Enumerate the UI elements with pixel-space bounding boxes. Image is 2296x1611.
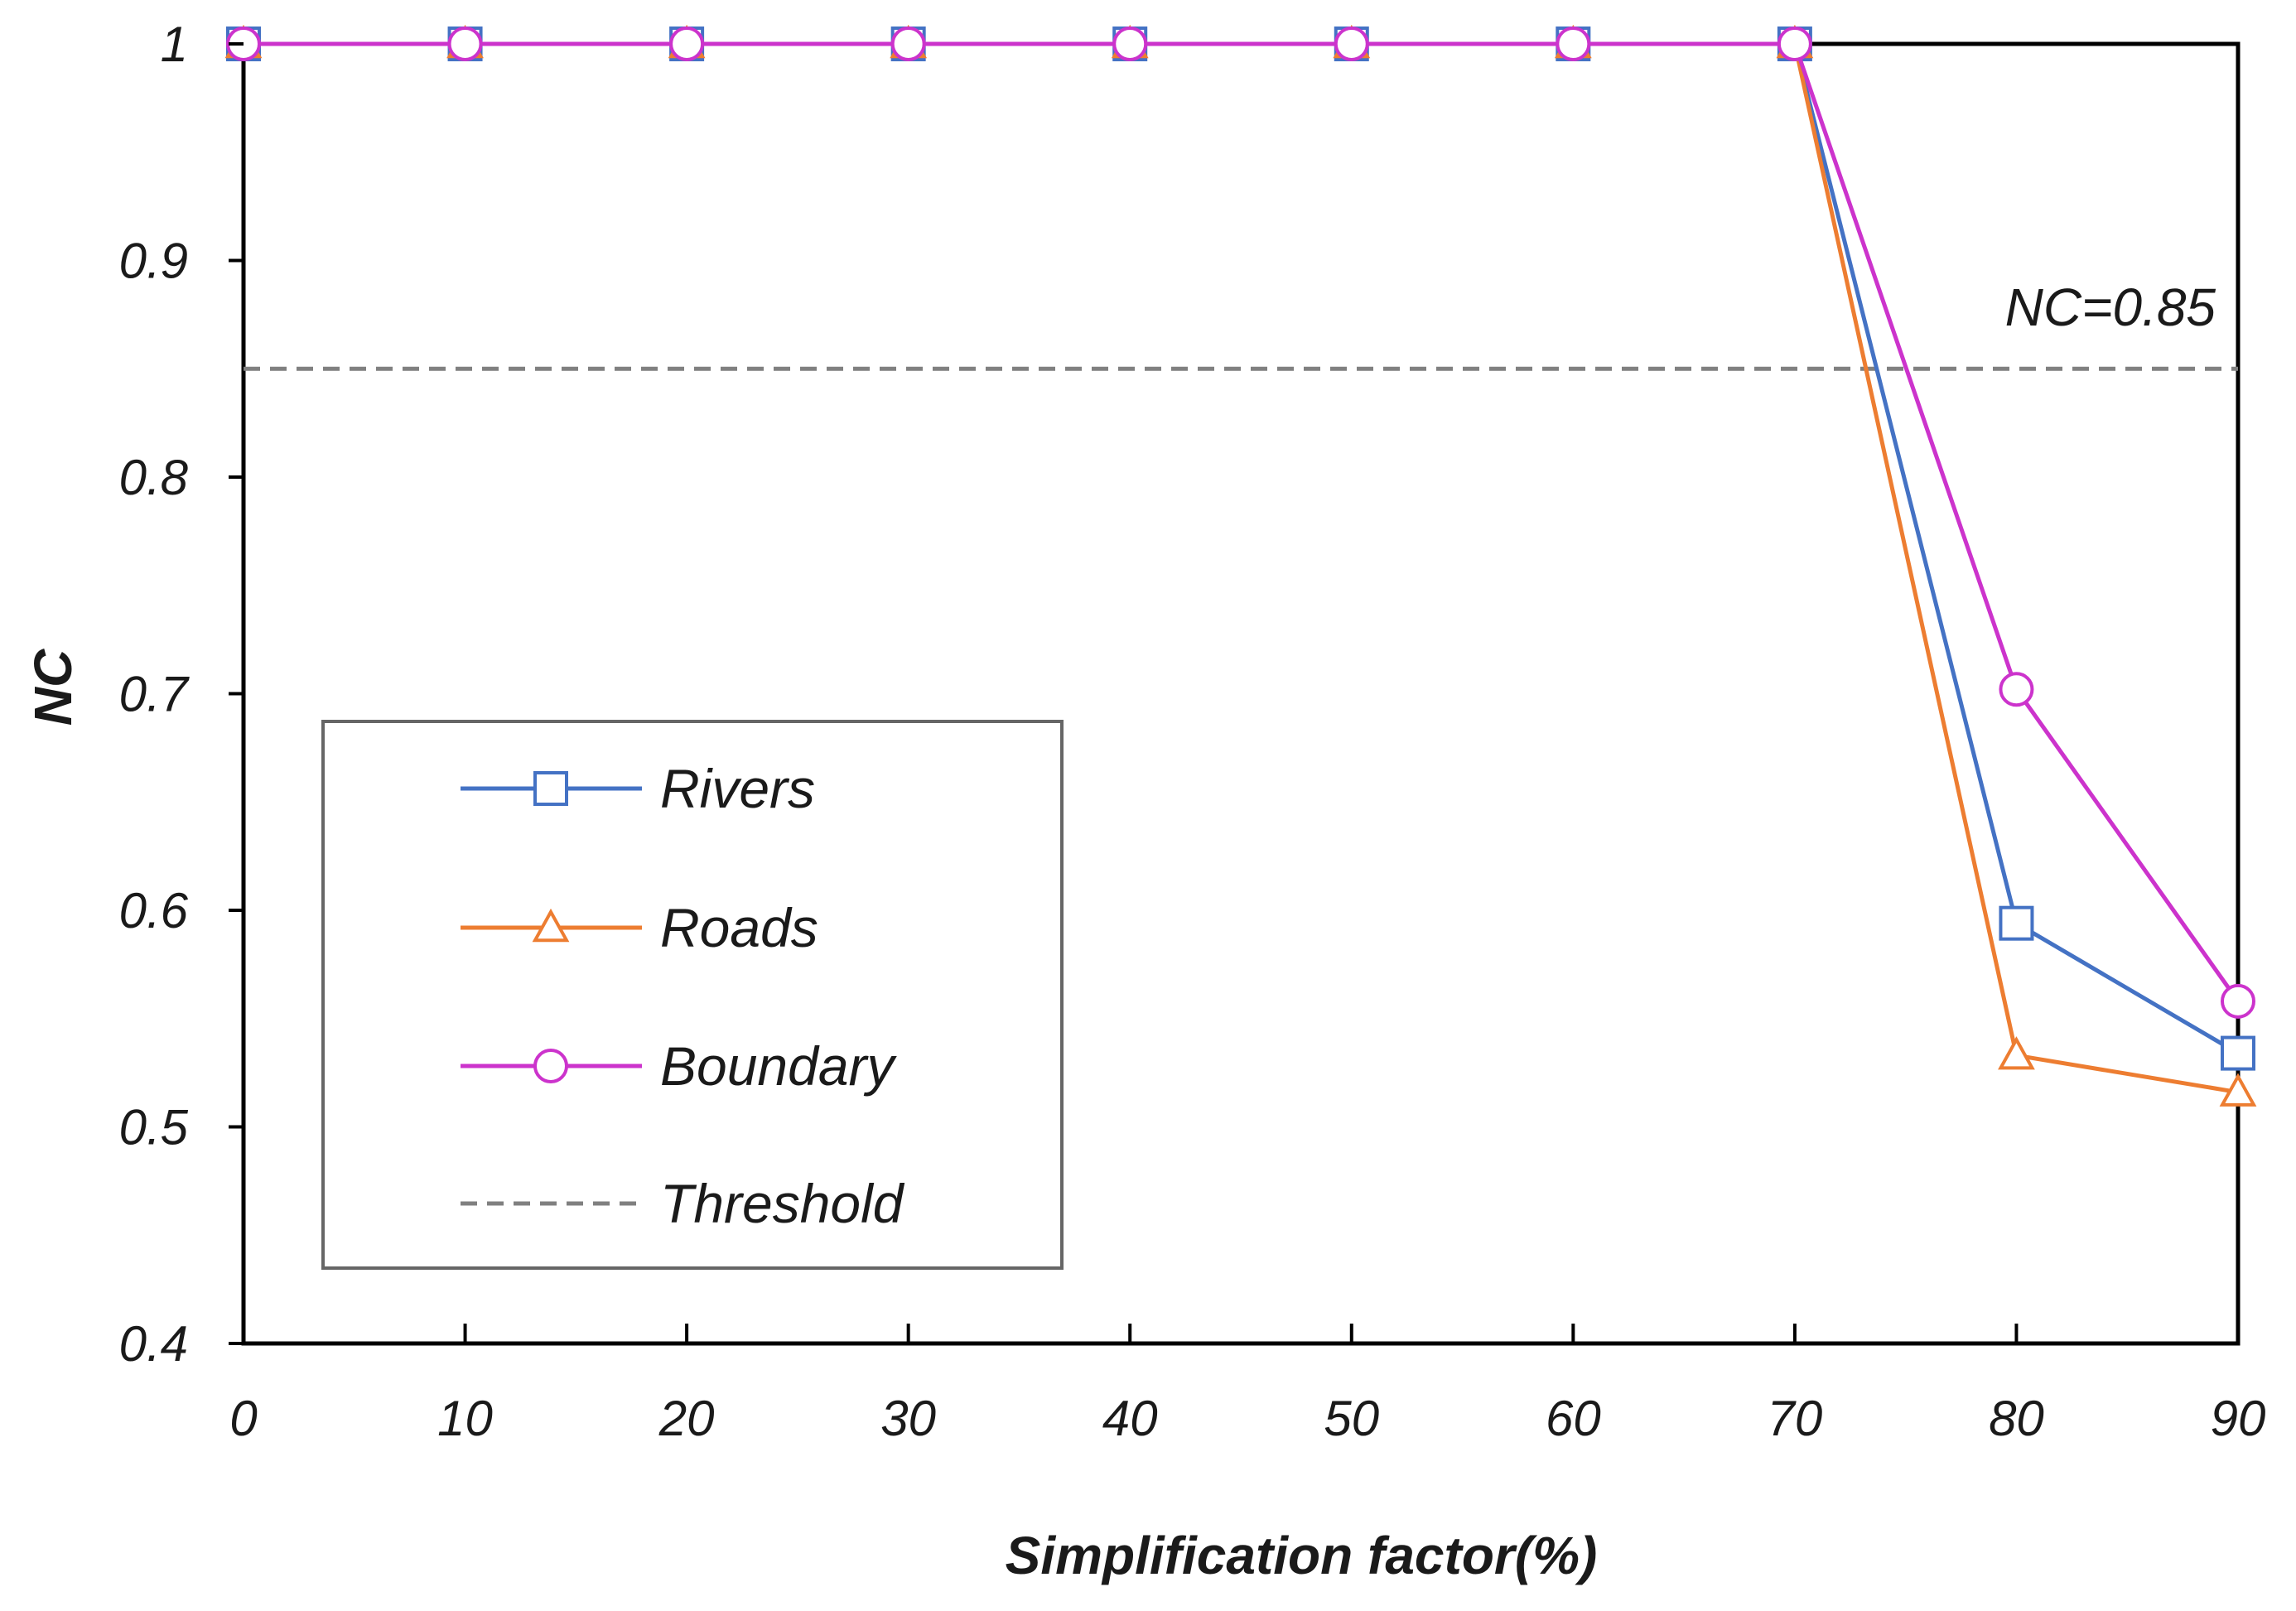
x-tick-label: 20 bbox=[658, 1391, 715, 1446]
legend-item-roads: Roads bbox=[461, 897, 818, 958]
data-point-roads bbox=[1998, 1036, 2035, 1070]
series-line-boundary bbox=[244, 41, 2241, 1003]
x-tick-label: 90 bbox=[2211, 1391, 2266, 1446]
legend-item-threshold: Threshold bbox=[461, 1173, 905, 1234]
data-point-boundary bbox=[1777, 27, 1812, 61]
series-boundary bbox=[226, 27, 2255, 1019]
legend-label-boundary: Boundary bbox=[660, 1035, 898, 1097]
legend-item-boundary: Boundary bbox=[461, 1035, 898, 1097]
legend-marker-roads bbox=[532, 908, 570, 943]
data-point-boundary bbox=[1334, 27, 1369, 61]
x-axis-title: Simplification factor(%) bbox=[1006, 1526, 1598, 1585]
legend-label-rivers: Rivers bbox=[660, 758, 815, 819]
y-tick-label: 0.8 bbox=[119, 450, 189, 505]
data-point-boundary bbox=[1999, 672, 2034, 707]
y-tick-label: 0.4 bbox=[119, 1316, 188, 1372]
y-tick-label: 0.5 bbox=[119, 1100, 189, 1155]
y-tick-label: 0.6 bbox=[119, 883, 189, 938]
x-tick-label: 60 bbox=[1546, 1391, 1601, 1446]
data-point-boundary bbox=[1112, 27, 1148, 61]
data-point-rivers bbox=[1999, 905, 2034, 941]
x-tick-label: 70 bbox=[1768, 1391, 1823, 1446]
data-point-boundary bbox=[447, 27, 483, 61]
x-tick-label: 50 bbox=[1324, 1391, 1379, 1446]
x-tick-label: 80 bbox=[1989, 1391, 2044, 1446]
data-point-rivers bbox=[2221, 1035, 2255, 1071]
data-point-boundary bbox=[1556, 27, 1591, 61]
y-tick-label: 0.7 bbox=[119, 667, 191, 722]
legend-label-roads: Roads bbox=[660, 897, 818, 958]
x-tick-label: 40 bbox=[1102, 1391, 1158, 1446]
legend-marker-boundary bbox=[533, 1049, 568, 1083]
ticks-layer: 0 10 20 30 40 50 60 70 80 90 0.4 0.5 0.6 0.7 0.8 0.9 1 bbox=[119, 17, 2266, 1446]
legend-item-rivers: Rivers bbox=[461, 758, 815, 819]
data-point-boundary bbox=[669, 27, 705, 61]
legend-items: Rivers Roads Boundary Threshold bbox=[461, 758, 905, 1234]
legend-marker-rivers bbox=[533, 771, 568, 806]
y-tick-label: 1 bbox=[161, 17, 188, 72]
x-tick-label: 0 bbox=[229, 1391, 257, 1446]
x-tick-label: 30 bbox=[880, 1391, 936, 1446]
y-axis-title: NC bbox=[23, 649, 83, 726]
data-point-boundary bbox=[2221, 983, 2255, 1019]
series-layer bbox=[224, 24, 2257, 1107]
threshold-label: NC=0.85 bbox=[2005, 277, 2216, 337]
data-point-boundary bbox=[890, 27, 926, 61]
x-tick-label: 10 bbox=[437, 1391, 493, 1446]
legend: Rivers Roads Boundary Threshold bbox=[321, 720, 1064, 1270]
y-tick-label: 0.9 bbox=[119, 234, 188, 289]
data-point-roads bbox=[2219, 1073, 2257, 1107]
legend-box bbox=[321, 720, 1064, 1270]
legend-label-threshold: Threshold bbox=[660, 1173, 905, 1234]
